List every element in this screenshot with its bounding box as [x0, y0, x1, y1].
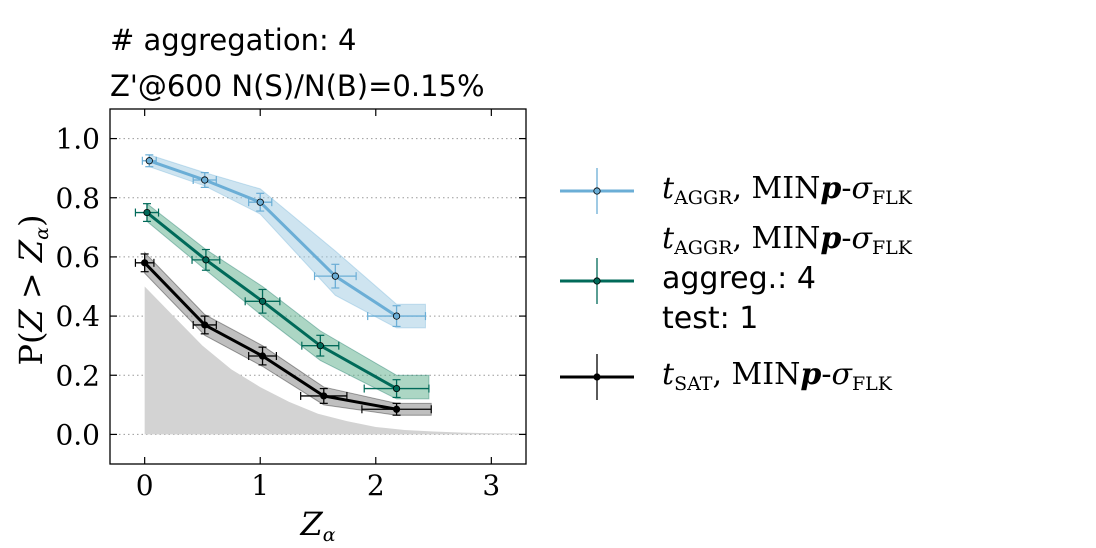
series-2-band	[144, 251, 432, 416]
y-tick-label-4: 0.8	[55, 182, 100, 215]
legend-marker-2	[593, 373, 601, 381]
y-tick-label-5: 1.0	[55, 123, 100, 156]
series-0-point-3	[331, 272, 339, 280]
axes-frame	[109, 108, 527, 465]
series-1-point-0	[143, 208, 151, 217]
y-tick-label-2: 0.4	[55, 300, 100, 333]
series-2-point-1	[201, 321, 209, 329]
series-1	[134, 202, 430, 400]
y-tick-labels: 0.0 0.2 0.4 0.6 0.8 1.0	[55, 123, 100, 452]
series-2	[134, 251, 432, 416]
legend-extra-1-1: test: 1	[662, 301, 758, 336]
series-0-point-2	[256, 198, 264, 206]
series-1-point-2	[258, 297, 267, 305]
y-axis-label: P(Z > Zα)	[12, 215, 53, 366]
series-2-point-2	[258, 352, 267, 360]
chart-title-line1: # aggregation: 4	[110, 23, 356, 57]
legend-marker-1	[593, 277, 601, 285]
legend-marker-0	[593, 187, 601, 195]
legend-label-1: tAGGR, MINp-σFLK	[662, 221, 913, 259]
y-tick-label-0: 0.0	[55, 418, 100, 451]
legend-label-2: tSAT, MINp-σFLK	[662, 357, 893, 395]
legend-entry-2: tSAT, MINp-σFLK	[560, 354, 893, 400]
x-tick-label-0: 0	[136, 469, 154, 502]
background-distribution-area	[144, 286, 526, 435]
series-0-point-0	[145, 157, 153, 165]
legend-extra-1-0: aggreg.: 4	[662, 261, 816, 296]
chart-title-line2: Z'@600 N(S)/N(B)=0.15%	[110, 69, 485, 103]
series-0	[141, 154, 427, 329]
x-tick-label-3: 3	[482, 469, 500, 502]
series-2-point-4	[392, 405, 401, 413]
series-0-point-1	[201, 176, 209, 184]
x-axis-label: Zα	[299, 505, 335, 546]
x-tick-labels: 0 1 2 3	[136, 469, 500, 502]
legend-label-0: tAGGR, MINp-σFLK	[662, 171, 913, 209]
series-1-point-4	[392, 384, 401, 393]
series-0-point-4	[392, 312, 401, 320]
x-tick-label-1: 1	[251, 469, 269, 502]
series-1-point-3	[316, 342, 324, 350]
series-2-point-0	[141, 259, 149, 267]
y-tick-label-1: 0.2	[55, 359, 100, 392]
series-1-point-1	[202, 256, 210, 264]
series-2-point-3	[320, 392, 328, 400]
plot-area	[109, 108, 527, 465]
legend-entry-0: tAGGR, MINp-σFLK	[560, 168, 913, 214]
x-tick-label-2: 2	[367, 469, 385, 502]
y-tick-label-3: 0.6	[55, 241, 100, 274]
